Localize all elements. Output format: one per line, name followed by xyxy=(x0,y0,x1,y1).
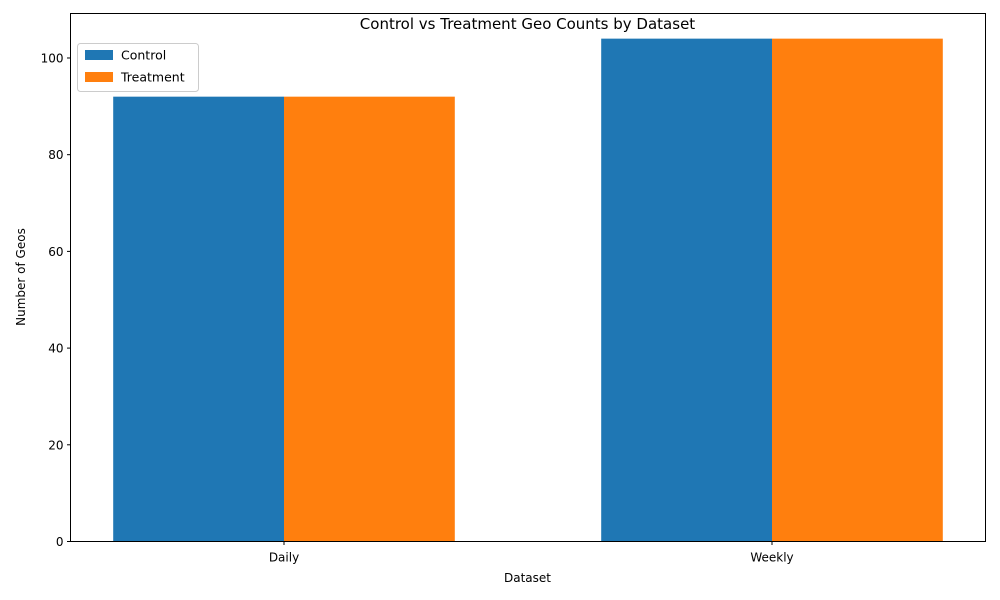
x-axis-ticks: Daily Weekly xyxy=(269,541,794,565)
legend-swatch-treatment xyxy=(85,72,113,82)
bar-treatment-daily xyxy=(284,96,455,542)
y-tick-label: 60 xyxy=(48,245,63,259)
legend-label-treatment: Treatment xyxy=(120,70,185,85)
bar-treatment-weekly xyxy=(772,38,943,542)
y-tick-label: 20 xyxy=(48,438,63,452)
legend-label-control: Control xyxy=(121,48,166,63)
chart-title: Control vs Treatment Geo Counts by Datas… xyxy=(360,15,695,33)
legend-swatch-control xyxy=(85,50,113,60)
y-axis-ticks: 0 20 40 60 80 100 xyxy=(41,51,71,549)
bar-control-weekly xyxy=(601,38,772,542)
legend: Control Treatment xyxy=(77,43,199,92)
y-tick-label: 80 xyxy=(48,148,63,162)
y-tick-label: 0 xyxy=(56,535,64,549)
x-axis-label: Dataset xyxy=(504,571,551,585)
bars-layer xyxy=(113,38,943,542)
x-tick-label-weekly: Weekly xyxy=(750,551,793,565)
bar-control-daily xyxy=(113,96,284,542)
x-tick-label-daily: Daily xyxy=(269,551,299,565)
y-tick-label: 100 xyxy=(41,51,64,65)
plot-frame xyxy=(70,13,986,542)
y-axis-label: Number of Geos xyxy=(14,228,28,326)
y-tick-label: 40 xyxy=(48,342,63,356)
